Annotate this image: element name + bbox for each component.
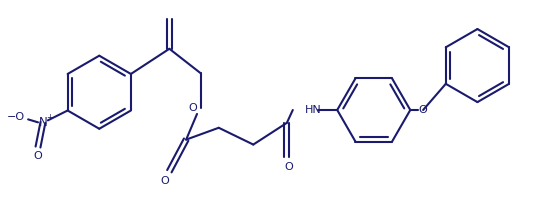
Text: −O: −O [7, 112, 25, 122]
Text: O: O [34, 151, 43, 161]
Text: O: O [419, 105, 427, 115]
Text: O: O [189, 103, 197, 113]
Text: O: O [284, 162, 293, 172]
Text: N: N [39, 116, 48, 129]
Text: HN: HN [305, 105, 321, 115]
Text: O: O [160, 176, 169, 186]
Text: +: + [46, 113, 53, 122]
